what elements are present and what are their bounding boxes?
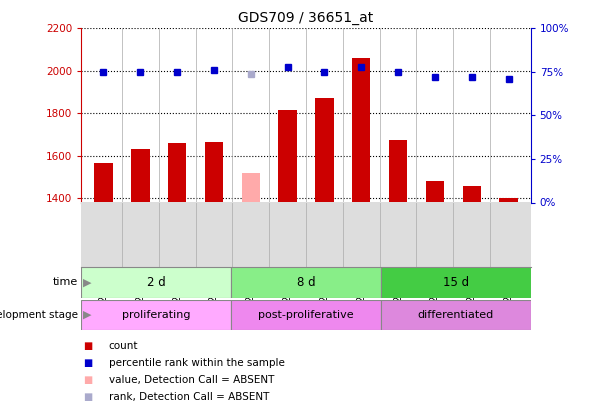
- Bar: [381, 267, 531, 298]
- Text: ▶: ▶: [83, 310, 91, 320]
- Text: ■: ■: [83, 392, 92, 402]
- Bar: [279, 110, 297, 202]
- Bar: [315, 98, 333, 202]
- Bar: [426, 181, 444, 202]
- Bar: [81, 300, 231, 330]
- Bar: [231, 267, 381, 298]
- Bar: [499, 198, 518, 202]
- Text: rank, Detection Call = ABSENT: rank, Detection Call = ABSENT: [109, 392, 269, 402]
- Bar: [131, 149, 150, 202]
- Bar: [389, 140, 407, 202]
- Text: development stage: development stage: [0, 310, 78, 320]
- Text: time: time: [53, 277, 78, 288]
- Text: count: count: [109, 341, 138, 351]
- Bar: [205, 142, 223, 202]
- Bar: [94, 163, 113, 202]
- Text: percentile rank within the sample: percentile rank within the sample: [109, 358, 285, 368]
- Text: ■: ■: [83, 358, 92, 368]
- Text: 2 d: 2 d: [147, 276, 166, 289]
- Title: GDS709 / 36651_at: GDS709 / 36651_at: [238, 11, 374, 25]
- Text: 15 d: 15 d: [443, 276, 469, 289]
- Text: ■: ■: [83, 375, 92, 385]
- Text: 8 d: 8 d: [297, 276, 315, 289]
- Bar: [81, 267, 231, 298]
- Text: differentiated: differentiated: [418, 310, 494, 320]
- Text: ▶: ▶: [83, 277, 91, 288]
- Text: ■: ■: [83, 341, 92, 351]
- Bar: [463, 185, 481, 202]
- Text: value, Detection Call = ABSENT: value, Detection Call = ABSENT: [109, 375, 274, 385]
- Bar: [231, 300, 381, 330]
- Text: proliferating: proliferating: [122, 310, 191, 320]
- Bar: [242, 173, 260, 202]
- Text: post-proliferative: post-proliferative: [258, 310, 354, 320]
- Bar: [168, 143, 186, 202]
- Bar: [352, 58, 370, 202]
- Bar: [381, 300, 531, 330]
